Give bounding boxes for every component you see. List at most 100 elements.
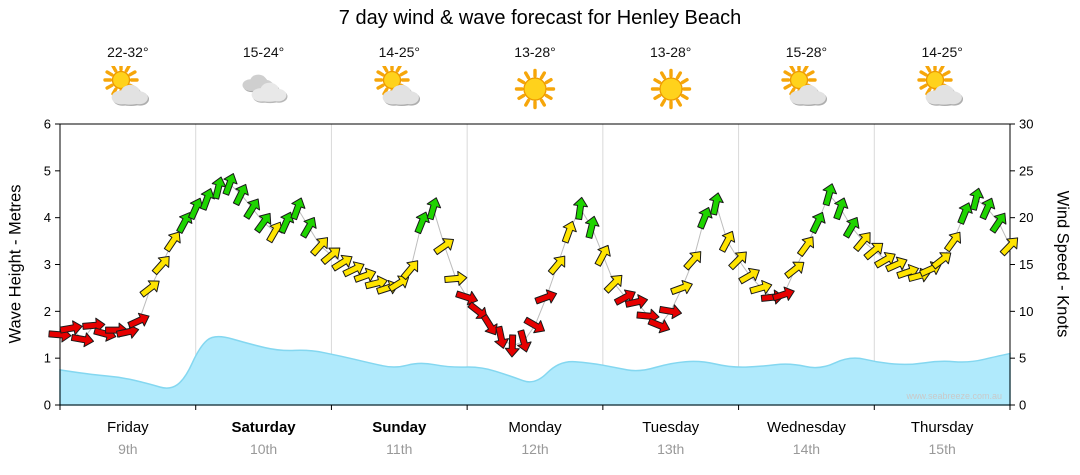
wind-arrow [603,274,623,294]
wind-arrow [387,275,410,293]
wave-height-area [59,335,1011,406]
wind-arrow [885,256,908,273]
day-date: 13th [657,441,685,457]
wind-arrow [547,255,566,276]
day-date: 10th [249,441,278,457]
wind-arrow [127,312,150,329]
day-name: Wednesday [766,419,846,436]
day-date: 9th [118,441,138,457]
wind-arrow [573,196,588,221]
wind-arrow [353,267,377,283]
wind-arrow [494,325,509,349]
wind-arrow [70,332,95,348]
right-tick-label: 20 [1019,210,1033,225]
wind-arrow [523,316,546,334]
wind-arrow [989,212,1007,234]
weather-icon-sun-cloud [780,62,832,114]
page-title: 7 day wind & wave forecast for Henley Be… [338,7,742,29]
wind-arrow [222,173,238,196]
wind-arrow [444,270,468,286]
wind-arrow [718,230,736,253]
wind-arrow [414,211,430,235]
weather-icon-sun-cloud [373,62,425,114]
weather-icon-sun-cloud [916,62,968,114]
wind-arrow [709,192,724,216]
wind-arrow [658,304,683,320]
left-tick-label: 3 [44,257,51,272]
weather-icon-cloudy [238,66,290,114]
right-tick-label: 10 [1019,304,1033,319]
day-temp-range: 22-32° [107,44,149,60]
day-date: 11th [386,441,413,457]
wind-arrow [426,197,442,221]
wind-arrow [931,252,952,270]
right-tick-label: 30 [1019,117,1033,132]
wind-arrow [176,212,193,234]
wind-arrow [944,231,962,253]
left-tick-label: 1 [44,351,51,366]
wind-arrow [683,251,702,271]
day-name: Saturday [231,419,296,436]
wind-arrow [853,232,871,252]
day-date: 14th [792,441,821,457]
wind-arrow [290,197,306,221]
wind-arrow [584,215,600,239]
day-temp-range: 15-24° [242,44,285,60]
day-temp-range: 14-25° [921,44,963,60]
wind-arrow [254,212,272,234]
wind-arrow [139,280,160,298]
wind-arrow [957,202,973,225]
wind-arrow [517,329,532,353]
left-tick-label: 2 [44,304,51,319]
wind-arrow [433,238,455,256]
wind-arrow [342,261,365,278]
wind-arrow [647,317,671,334]
wind-arrow [670,279,693,295]
wind-arrow [310,237,329,257]
day-name: Tuesday [642,419,700,436]
wind-arrow [999,237,1019,257]
left-tick-label: 5 [44,163,51,178]
day-name: Thursday [910,419,974,436]
wind-arrow [728,251,747,271]
day-temp-range: 13-28° [514,44,556,60]
wind-arrow [624,294,649,309]
day-temp-range: 15-28° [785,44,828,60]
wind-arrow [738,267,760,285]
watermark: www.seabreeze.com.au [906,391,1002,401]
left-axis-title: Wave Height - Metres [6,184,25,344]
weather-icon-sunny [645,66,697,114]
weather-icon-sun-cloud [102,62,154,114]
wind-arrow [504,334,520,358]
wind-arrow [300,216,317,239]
wind-arrow [400,260,419,281]
day-temp-range: 14-25° [378,44,420,60]
wind-arrow [969,187,984,211]
day-name: Monday [508,419,562,436]
wind-arrow [278,211,295,235]
wind-arrow [979,197,996,221]
left-tick-label: 0 [44,398,51,413]
wind-arrow [697,207,713,230]
wind-arrow [199,188,215,211]
right-tick-label: 25 [1019,163,1033,178]
wind-arrow [561,220,577,244]
day-date: 15th [928,441,956,457]
wind-arrow [797,236,815,257]
wind-arrow [771,286,795,302]
wind-arrow [594,244,611,267]
wind-arrow [232,183,249,207]
wind-arrow [480,313,498,336]
wind-arrow [749,279,773,295]
left-tick-label: 6 [44,117,51,132]
day-name: Friday [107,419,149,436]
day-date: 12th [521,441,549,457]
wind-arrow [331,254,353,272]
wind-arrow [59,320,83,336]
wind-arrow [467,301,488,319]
left-tick-label: 4 [44,210,51,225]
wind-arrow [151,255,170,276]
right-axis-title: Wind Speed - Knots [1053,190,1072,338]
wind-arrow [809,211,826,235]
